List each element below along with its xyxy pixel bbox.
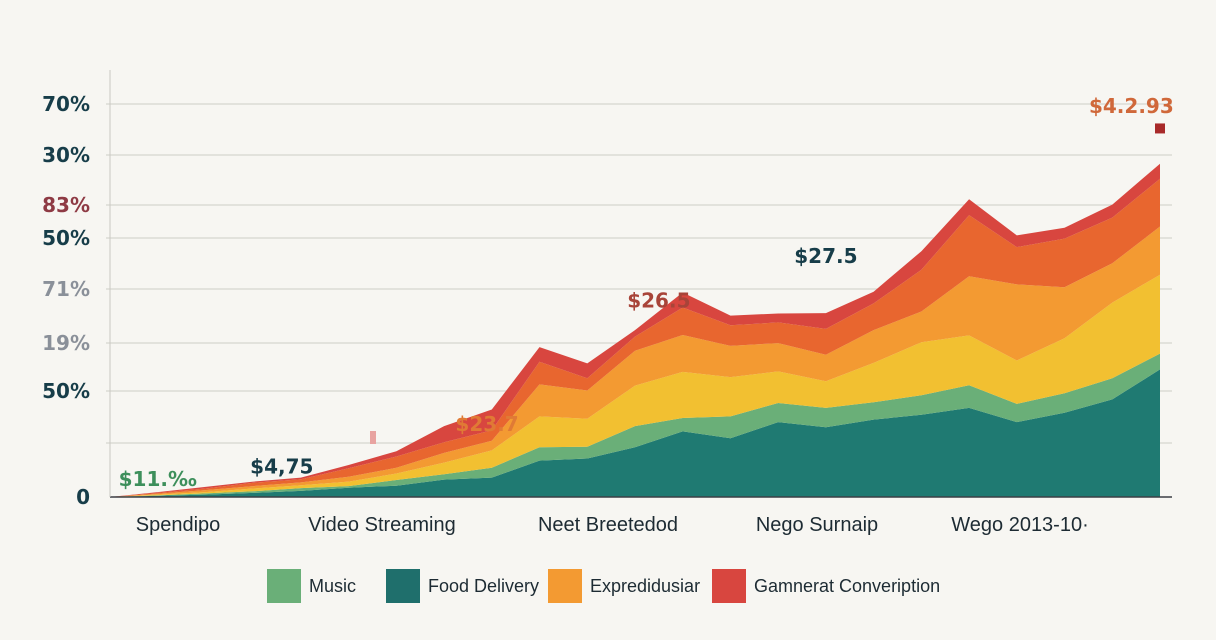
x-tick-label: Neet Breetedod — [538, 514, 678, 536]
legend-item-expredidusiar: Expredidusiar — [548, 566, 700, 606]
data-label: $26.5 — [627, 289, 690, 313]
data-label: $27.5 — [794, 244, 857, 268]
y-tick-label: 19% — [42, 331, 90, 355]
area-series-4 — [110, 178, 1160, 497]
area-series-0 — [110, 369, 1160, 497]
anno-tick — [370, 431, 376, 444]
end-marker — [1155, 123, 1165, 134]
x-tick-label: Wego 2013-10· — [951, 514, 1089, 536]
data-label: $4,75 — [250, 455, 313, 479]
y-tick-labels: 70% 30% 83% 50% 71% 19% 50% 0 — [42, 92, 90, 509]
legend-label: Music — [309, 575, 357, 596]
data-label: $4.2.93 — [1089, 94, 1174, 118]
y-tick-label: 50% — [42, 226, 90, 250]
data-label: $11.‰ — [119, 467, 197, 491]
y-tick-label: 83% — [42, 193, 90, 217]
legend-swatch — [267, 569, 301, 603]
y-tick-label: 70% — [42, 92, 90, 116]
area-series — [110, 163, 1160, 497]
y-tick-label: 30% — [42, 143, 90, 167]
area-series-3 — [110, 226, 1160, 497]
legend-item-music: Music — [267, 566, 356, 606]
legend-label: Expredidusiar — [590, 575, 701, 596]
legend: Music Food Delivery Expredidusiar Gamner… — [0, 566, 1216, 606]
y-tick-label: 0 — [76, 485, 90, 509]
y-tick-label: 50% — [42, 379, 90, 403]
legend-label: Food Delivery — [428, 575, 540, 596]
x-tick-label: Video Streaming — [308, 514, 456, 536]
area-series-2 — [110, 274, 1160, 497]
x-tick-label: Spendipo — [136, 514, 221, 536]
data-label: $23.7 — [455, 412, 518, 436]
y-tick-label: 71% — [42, 277, 90, 301]
area-series-5 — [110, 163, 1160, 497]
legend-item-food-delivery: Food Delivery — [386, 566, 539, 606]
legend-item-gamnerat-conveription: Gamnerat Conveription — [712, 566, 940, 606]
legend-label: Gamnerat Conveription — [754, 575, 941, 596]
x-tick-label: Nego Surnaip — [756, 514, 878, 536]
annotations: $11.‰ $4,75 $23.7 $26.5 $27.5 $4.2.93 — [119, 94, 1174, 491]
axes — [109, 70, 1172, 498]
legend-swatch — [712, 569, 746, 603]
x-tick-labels: Spendipo Video Streaming Neet Breetedod Neg… — [136, 514, 1089, 536]
legend-swatch — [386, 569, 420, 603]
legend-swatch — [548, 569, 582, 603]
